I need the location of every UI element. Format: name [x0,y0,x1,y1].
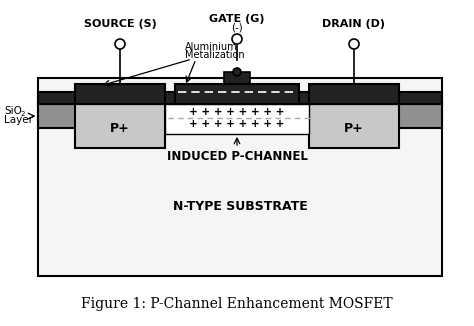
Circle shape [232,34,242,44]
Text: Metalization: Metalization [185,50,245,60]
Bar [224,72,250,84]
Bar [175,84,299,104]
Text: INDUCED P-CHANNEL: INDUCED P-CHANNEL [166,150,308,162]
Text: + + + + + + + +: + + + + + + + + [189,119,285,129]
Text: Layer: Layer [4,115,33,125]
Text: SOURCE (S): SOURCE (S) [83,19,156,29]
Text: Figure 1: P-Channel Enhancement MOSFET: Figure 1: P-Channel Enhancement MOSFET [81,297,393,311]
Bar [309,104,399,148]
Text: DRAIN (D): DRAIN (D) [322,19,385,29]
Bar [309,84,399,104]
Circle shape [115,39,125,49]
Text: P+: P+ [344,122,364,135]
Text: P+: P+ [110,122,130,135]
Circle shape [349,39,359,49]
Bar [75,104,165,148]
Text: SiO: SiO [4,106,22,116]
Bar [75,84,165,104]
Text: Aluminium: Aluminium [185,42,237,52]
Text: 2: 2 [21,111,26,117]
Text: N-TYPE SUBSTRATE: N-TYPE SUBSTRATE [173,200,307,213]
Bar [38,92,442,104]
Bar [38,78,442,276]
Circle shape [233,68,241,76]
Text: GATE (G): GATE (G) [209,14,265,24]
Bar [38,104,442,128]
Bar [165,104,309,134]
Text: (-): (-) [231,23,243,33]
Text: + + + + + + + +: + + + + + + + + [189,107,285,117]
